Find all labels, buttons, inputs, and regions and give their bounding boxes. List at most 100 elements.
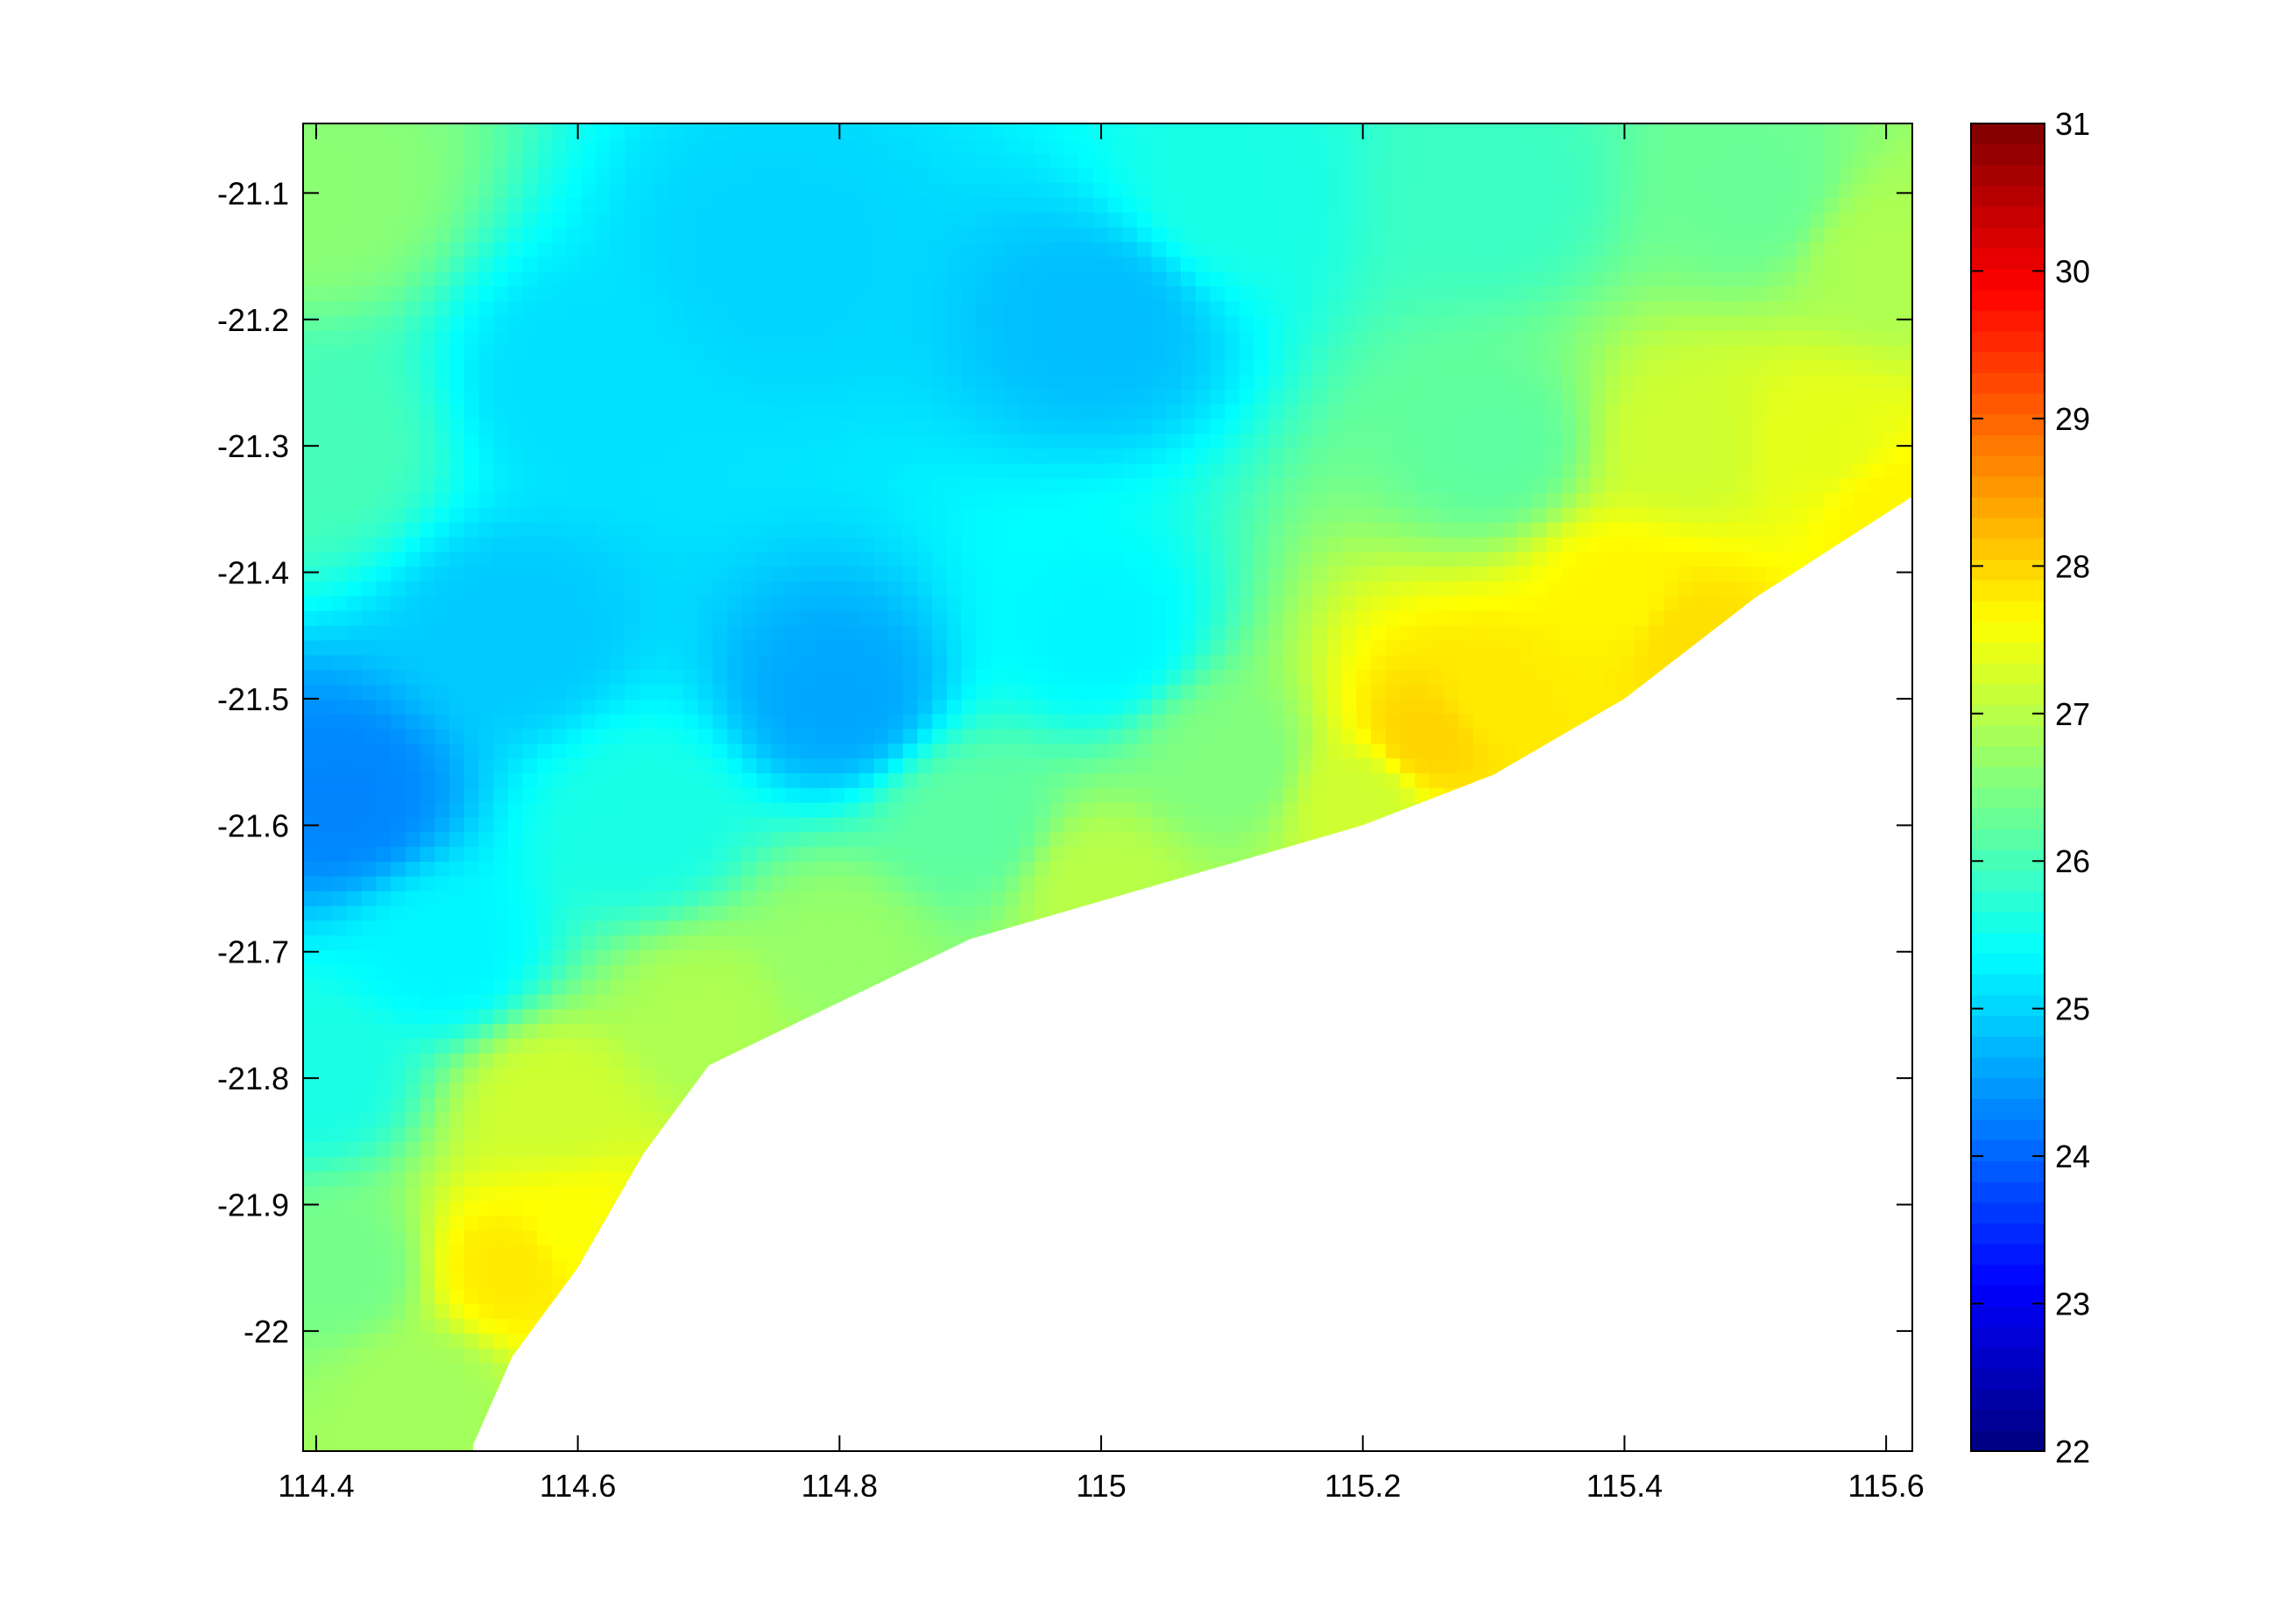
heatmap-cell <box>478 285 494 301</box>
heatmap-cell <box>858 713 875 729</box>
heatmap-cell <box>537 389 553 405</box>
heatmap-cell <box>1049 182 1065 198</box>
heatmap-cell <box>391 1141 406 1157</box>
heatmap-cell <box>844 654 860 670</box>
heatmap-cell <box>537 801 553 818</box>
heatmap-cell <box>347 610 363 626</box>
heatmap-cell <box>347 152 363 169</box>
heatmap-cell <box>727 315 743 331</box>
heatmap-cell <box>391 949 406 965</box>
heatmap-cell <box>771 581 787 596</box>
heatmap-cell <box>653 964 670 980</box>
heatmap-cell <box>537 462 553 478</box>
heatmap-cell <box>786 596 802 611</box>
heatmap-cell <box>639 1082 655 1098</box>
heatmap-cell <box>1020 300 1035 316</box>
heatmap-cell <box>347 566 363 581</box>
heatmap-cell <box>391 1096 406 1113</box>
heatmap-cell <box>610 698 626 715</box>
heatmap-cell <box>946 448 963 464</box>
heatmap-cell <box>712 462 729 478</box>
heatmap-cell <box>697 581 714 596</box>
heatmap-cell <box>493 521 509 538</box>
heatmap-cell <box>361 433 378 449</box>
heatmap-cell <box>537 1053 553 1068</box>
heatmap-cell <box>712 492 729 508</box>
heatmap-cell <box>463 801 480 818</box>
heatmap-cell <box>990 507 1007 523</box>
heatmap-cell <box>507 448 524 464</box>
heatmap-cell <box>712 787 729 803</box>
heatmap-cell <box>391 1215 406 1231</box>
heatmap-cell <box>478 315 494 331</box>
heatmap-cell <box>653 772 670 788</box>
heatmap-cell <box>522 285 538 301</box>
heatmap-cell <box>303 492 319 508</box>
heatmap-cell <box>727 920 743 936</box>
heatmap-cell <box>420 1185 436 1202</box>
heatmap-cell <box>317 1436 334 1451</box>
heatmap-cell <box>507 698 524 715</box>
heatmap-cell <box>317 1068 334 1083</box>
heatmap-cell <box>420 1406 436 1423</box>
heatmap-cell <box>1049 329 1065 346</box>
heatmap-cell <box>420 521 436 538</box>
heatmap-cell <box>961 404 977 419</box>
heatmap-cell <box>639 389 655 405</box>
heatmap-cell <box>712 182 729 198</box>
heatmap-cell <box>551 949 568 965</box>
heatmap-cell <box>566 787 583 803</box>
heatmap-cell <box>507 507 524 523</box>
heatmap-cell <box>668 846 684 862</box>
heatmap-cell <box>581 507 597 523</box>
heatmap-cell <box>1005 256 1021 272</box>
heatmap-cell <box>420 1436 436 1451</box>
heatmap-cell <box>478 993 494 1010</box>
heatmap-cell <box>786 137 802 154</box>
heatmap-cell <box>1035 256 1050 272</box>
heatmap-cell <box>1020 374 1035 390</box>
heatmap-cell <box>771 1008 787 1025</box>
heatmap-cell <box>668 566 684 581</box>
heatmap-cell <box>888 256 904 272</box>
heatmap-cell <box>639 669 655 685</box>
heatmap-cell <box>830 831 845 848</box>
heatmap-cell <box>800 197 816 213</box>
heatmap-cell <box>507 728 524 744</box>
heatmap-cell <box>917 890 933 906</box>
heatmap-cell <box>625 684 640 700</box>
heatmap-cell <box>434 1008 450 1025</box>
heatmap-cell <box>1049 698 1065 715</box>
heatmap-cell <box>771 492 787 508</box>
heatmap-cell <box>1063 507 1079 523</box>
heatmap-cell <box>990 816 1007 833</box>
heatmap-cell <box>420 359 436 376</box>
heatmap-cell <box>449 934 465 950</box>
heatmap-cell <box>742 256 758 272</box>
heatmap-cell <box>771 846 787 862</box>
heatmap-cell <box>917 521 933 538</box>
heatmap-cell <box>1078 801 1094 818</box>
heatmap-cell <box>522 152 538 169</box>
heatmap-cell <box>1063 536 1079 553</box>
heatmap-cell <box>1049 418 1065 434</box>
heatmap-cell <box>391 492 406 508</box>
heatmap-cell <box>449 684 465 700</box>
heatmap-cell <box>522 359 538 376</box>
heatmap-cell <box>493 389 509 405</box>
heatmap-cell <box>581 1053 597 1068</box>
heatmap-cell <box>1092 462 1109 478</box>
heatmap-cell <box>756 890 773 906</box>
heatmap-cell <box>478 433 494 449</box>
heatmap-cell <box>800 787 816 803</box>
heatmap-cell <box>1092 433 1109 449</box>
heatmap-cell <box>610 344 626 361</box>
heatmap-cell <box>361 654 378 670</box>
heatmap-cell <box>420 256 436 272</box>
heatmap-cell <box>815 123 830 139</box>
heatmap-cell <box>376 934 392 950</box>
heatmap-cell <box>771 374 787 390</box>
heatmap-cell <box>434 241 450 257</box>
heatmap-cell <box>434 389 450 405</box>
heatmap-cell <box>697 979 714 995</box>
